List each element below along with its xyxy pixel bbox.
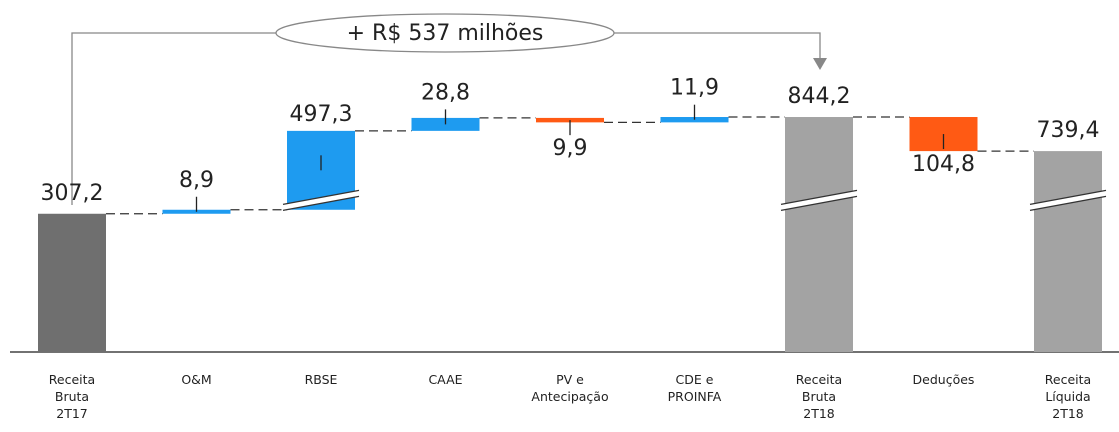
x-tick-line: CDE e	[676, 372, 714, 387]
x-tick-line: PROINFA	[668, 389, 722, 404]
axis-break	[283, 190, 359, 211]
x-tick-line: CAAE	[428, 372, 462, 387]
x-tick-label: Deduções	[913, 372, 975, 387]
axis-break-line	[780, 195, 858, 212]
x-tick-line: 2T18	[803, 406, 835, 421]
bar	[38, 213, 106, 352]
x-tick-line: 2T17	[56, 406, 88, 421]
x-tick-line: Líquida	[1045, 389, 1090, 404]
axis-break	[781, 190, 857, 211]
bracket	[71, 32, 821, 205]
bar	[411, 117, 480, 131]
bar	[785, 117, 853, 352]
axis-break-line	[282, 189, 360, 206]
value-label: 11,9	[670, 76, 719, 101]
x-tick-line: Deduções	[913, 372, 975, 387]
x-tick-line: RBSE	[305, 372, 338, 387]
axis-break-line	[282, 195, 360, 212]
x-tick-label: Receita Bruta 2T18	[796, 372, 842, 421]
value-label: 104,8	[912, 152, 975, 177]
x-tick-line: Receita	[49, 372, 95, 387]
x-tick-label: Receita Líquida 2T18	[1045, 372, 1091, 421]
axis-break	[1030, 190, 1106, 211]
value-label: 8,9	[179, 168, 214, 193]
x-tick-line: Bruta	[802, 389, 836, 404]
value-label: 307,2	[41, 181, 104, 206]
x-tick-line: Receita	[796, 372, 842, 387]
x-tick-line: Receita	[1045, 372, 1091, 387]
x-tick-line: Bruta	[55, 389, 89, 404]
x-tick-label: PV e Antecipação	[531, 372, 608, 404]
bar	[1034, 151, 1102, 352]
x-tick-line: Antecipação	[531, 389, 608, 404]
value-label: 9,9	[553, 136, 588, 161]
value-label: 739,4	[1037, 118, 1100, 143]
x-tick-label: Receita Bruta 2T17	[49, 372, 95, 421]
value-label: 497,3	[290, 102, 353, 127]
x-tick-label: CDE e PROINFA	[668, 372, 722, 404]
value-label: 28,8	[421, 80, 470, 105]
x-tick-label: RBSE	[305, 372, 338, 387]
x-tick-line: O&M	[181, 372, 211, 387]
annotation-ellipse	[275, 13, 615, 53]
axis-break-line	[780, 189, 858, 206]
value-label: 844,2	[788, 84, 851, 109]
arrow-head	[813, 58, 827, 70]
x-tick-line: 2T18	[1052, 406, 1084, 421]
x-tick-label: CAAE	[428, 372, 462, 387]
x-tick-line: PV e	[556, 372, 584, 387]
annotation: + R$ 537 milhões	[347, 21, 544, 46]
axis-break-line	[1029, 195, 1107, 212]
x-tick-label: O&M	[181, 372, 211, 387]
axis-break-line	[1029, 189, 1107, 206]
